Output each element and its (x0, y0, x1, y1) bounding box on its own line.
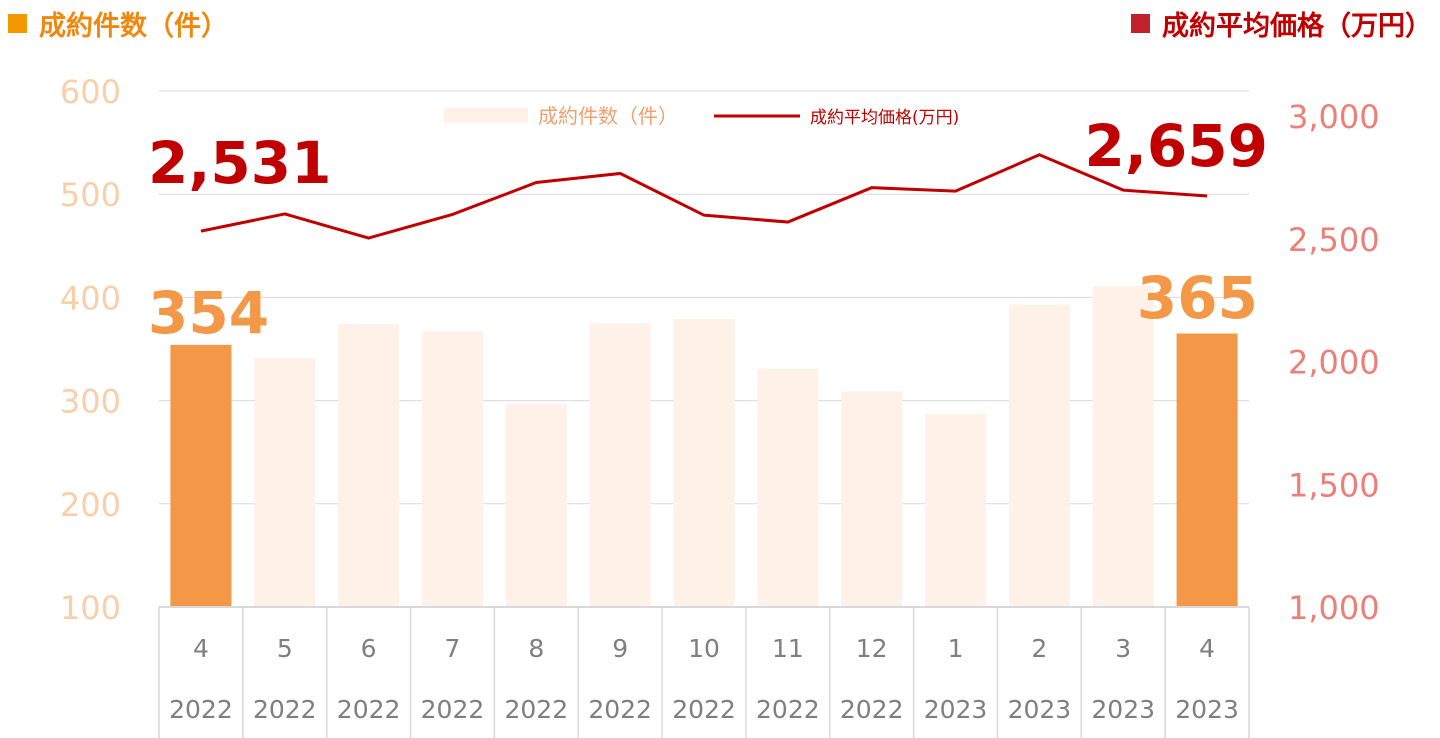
x-axis-year-label: 2022 (421, 695, 485, 724)
x-axis-year-label: 2022 (840, 695, 904, 724)
x-axis-year-label: 2023 (1008, 695, 1072, 724)
left-header-square-icon (8, 14, 27, 33)
x-axis-year-label: 2023 (1175, 695, 1239, 724)
x-axis-year-label: 2023 (1091, 695, 1155, 724)
x-axis-month-label: 10 (688, 634, 720, 663)
bar (1176, 333, 1238, 607)
x-axis-year-label: 2022 (672, 695, 736, 724)
legend-line-label: 成約平均価格(万円) (810, 108, 959, 128)
right-axis-tick-label: 3,000 (1288, 98, 1380, 136)
line-callout-first: 2,531 (148, 129, 331, 197)
x-axis-month-label: 7 (445, 634, 461, 663)
bar (589, 323, 651, 607)
left-axis-tick-label: 100 (60, 589, 121, 627)
left-axis-tick-label: 400 (60, 279, 121, 317)
left-header-title: 成約件数（件） (39, 11, 228, 42)
right-axis-tick-label: 1,000 (1288, 589, 1380, 627)
right-axis-header: 成約平均価格（万円） (1131, 4, 1432, 43)
bar-callout-first: 354 (148, 279, 269, 347)
x-axis-month-label: 12 (856, 634, 888, 663)
x-axis-month-label: 11 (772, 634, 804, 663)
x-axis-month-label: 4 (193, 634, 209, 663)
x-axis-year-label: 2022 (504, 695, 568, 724)
right-axis-tick-label: 2,500 (1288, 221, 1380, 259)
line-callout-last: 2,659 (1085, 112, 1268, 180)
bar (841, 391, 903, 607)
bar (338, 324, 400, 607)
right-axis-tick-label: 2,000 (1288, 344, 1380, 382)
right-header-title: 成約平均価格（万円） (1162, 11, 1432, 42)
x-axis-year-label: 2022 (588, 695, 652, 724)
x-axis-month-label: 6 (361, 634, 377, 663)
left-axis-tick-label: 200 (60, 486, 121, 524)
left-axis-tick-label: 500 (60, 176, 121, 214)
x-axis-month-label: 9 (612, 634, 628, 663)
x-axis-year-label: 2022 (756, 695, 820, 724)
x-axis-month-label: 4 (1199, 634, 1215, 663)
x-axis-year-label: 2023 (924, 695, 988, 724)
x-axis-month-label: 5 (277, 634, 293, 663)
bar (421, 331, 483, 607)
left-axis-tick-label: 600 (60, 73, 121, 111)
bar (170, 344, 232, 607)
x-axis-month-label: 1 (948, 634, 964, 663)
right-header-square-icon (1131, 14, 1150, 33)
bar (673, 319, 735, 607)
bar (1008, 304, 1070, 607)
bar (1092, 286, 1154, 607)
bar (925, 414, 987, 607)
x-axis-year-label: 2022 (337, 695, 401, 724)
x-axis-year-label: 2022 (253, 695, 317, 724)
x-axis-month-label: 2 (1031, 634, 1047, 663)
bar-callout-last: 365 (1137, 264, 1258, 332)
x-axis-month-label: 3 (1115, 634, 1131, 663)
x-axis-year-label: 2022 (169, 695, 233, 724)
legend-bar-label: 成約件数（件） (538, 104, 678, 128)
bar (505, 403, 567, 607)
left-axis-header: 成約件数（件） (8, 4, 228, 43)
legend-bar-swatch (444, 108, 528, 123)
x-axis-month-label: 8 (528, 634, 544, 663)
left-axis-tick-label: 300 (60, 383, 121, 421)
bar (254, 358, 316, 607)
right-axis-tick-label: 1,500 (1288, 466, 1380, 504)
bar (757, 368, 819, 607)
price-line (200, 153, 1208, 240)
